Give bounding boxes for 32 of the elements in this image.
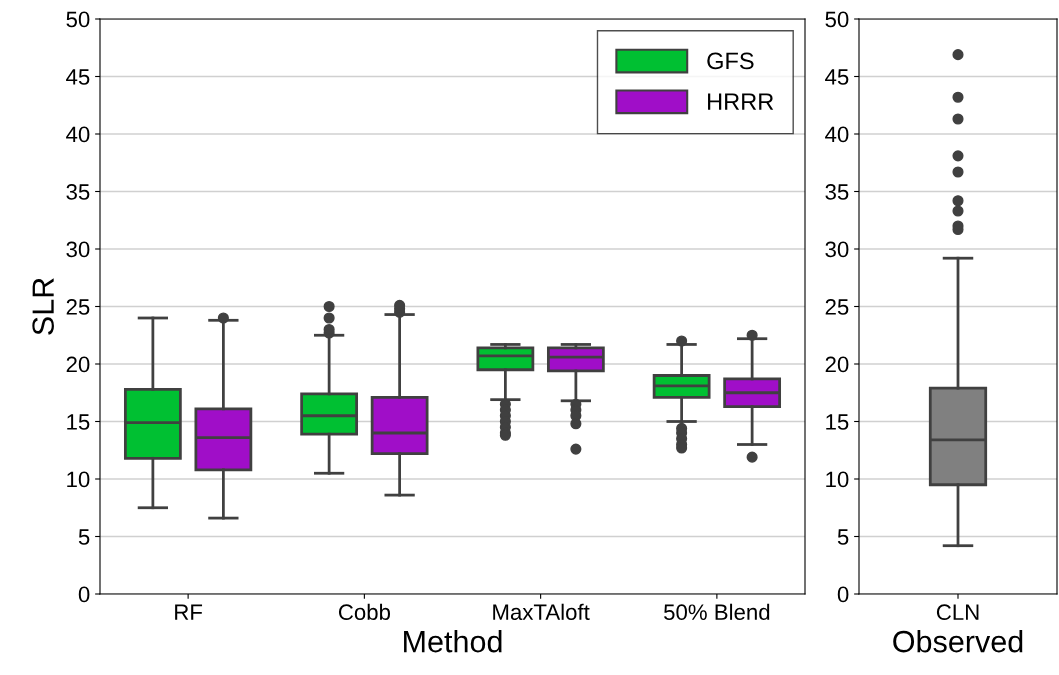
y-tick-label: 10 [826, 471, 849, 488]
y-tick-label: 45 [825, 69, 849, 85]
x-tick-label: Cobb [338, 603, 391, 621]
y-tick-label: 5 [837, 529, 849, 545]
x-axis-title: Method [404, 629, 502, 653]
y-tick-label: 20 [825, 356, 849, 373]
y-tick-label: 50 [66, 11, 90, 28]
y-tick-label: 15 [826, 414, 849, 430]
x-tick-label: CLN [936, 604, 979, 621]
y-tick-label: 0 [78, 586, 90, 603]
y-tick-label: 35 [825, 184, 849, 200]
y-tick-label: 45 [66, 69, 90, 85]
x-axis-title: Observed [893, 629, 1023, 653]
y-tick-label: 25 [66, 299, 90, 315]
legend-label: GFS [707, 52, 754, 70]
x-tick-label: MaxTAloft [493, 603, 590, 621]
y-tick-label: 30 [825, 241, 849, 258]
y-tick-label: 40 [825, 126, 849, 143]
y-tick-label: 40 [66, 126, 90, 143]
y-tick-label: 10 [67, 471, 90, 488]
y-axis-title: SLR [32, 278, 54, 335]
y-tick-label: 50 [825, 11, 849, 28]
y-tick-label: 15 [67, 414, 90, 430]
y-tick-label: 5 [78, 529, 90, 545]
x-tick-label: 50% Blend [664, 603, 770, 621]
y-tick-label: 30 [66, 241, 90, 258]
y-tick-label: 20 [66, 356, 90, 373]
legend-label: HRRR [708, 93, 774, 110]
y-tick-label: 0 [837, 586, 849, 603]
y-tick-label: 35 [66, 184, 90, 200]
x-tick-label: RF [175, 604, 203, 620]
y-tick-label: 25 [825, 299, 849, 315]
